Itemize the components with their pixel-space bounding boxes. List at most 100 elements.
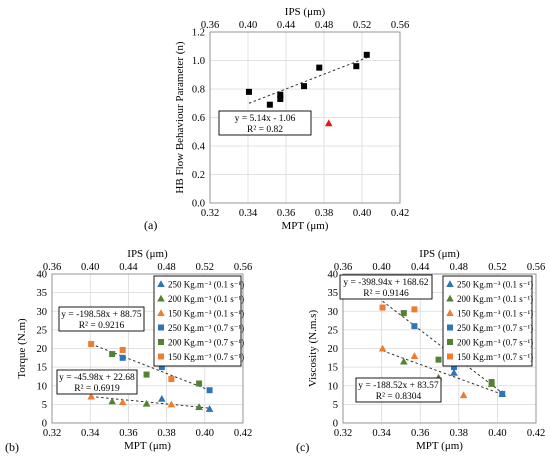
- regression-equation: y = 5.14x - 1.06: [235, 114, 296, 124]
- legend-entry: 200 Kg.m⁻³ (0.1 s⁻¹): [168, 294, 244, 304]
- series-5: [88, 341, 175, 383]
- annotation-box: [58, 306, 145, 332]
- x2-tick-label: 0.52: [196, 262, 214, 273]
- series-4: [109, 351, 203, 387]
- x2-tick-label: 0.56: [391, 20, 409, 31]
- data-point: [195, 403, 203, 410]
- legend-marker: [447, 353, 453, 360]
- y-tick-label: 20: [328, 344, 339, 355]
- data-point: [400, 310, 407, 317]
- y-axis-label: Torque (N.m): [16, 318, 28, 379]
- y-tick-label: 30: [37, 307, 48, 318]
- regression-equation: y = -198.58x + 88.75: [61, 310, 142, 320]
- data-point: [245, 88, 252, 95]
- x2-axis-label: IPS (μm): [419, 248, 460, 260]
- data-point: [108, 397, 116, 405]
- legend-marker: [446, 309, 454, 316]
- plot-frame: [209, 31, 401, 204]
- data-point: [118, 398, 127, 406]
- y-tick-label: 0.6: [192, 113, 205, 124]
- series-3: [119, 354, 213, 394]
- legend-entry: 150 Kg.m⁻³ (0.1 s⁻¹): [168, 309, 244, 319]
- data-point: [379, 304, 386, 311]
- r-squared-label: R² = 0.8304: [376, 392, 422, 402]
- trendline: [382, 350, 503, 395]
- x-axis-label: MPT (μm): [416, 440, 463, 452]
- data-point: [399, 357, 408, 365]
- series-0: [245, 51, 370, 108]
- annotation-box: [56, 369, 138, 395]
- data-point: [168, 376, 175, 383]
- x2-tick-label: 0.52: [353, 20, 371, 31]
- legend-entry: 250 Kg.m⁻³ (0.7 s⁻¹): [168, 323, 244, 333]
- x-tick-label: 0.34: [239, 208, 258, 219]
- x2-axis-label: IPS (μm): [285, 6, 326, 18]
- x-tick-label: 0.32: [43, 428, 61, 439]
- trendline: [248, 57, 367, 104]
- legend-entry: 200 Kg.m⁻³ (0.1 s⁻¹): [457, 294, 533, 304]
- y-tick-label: 0.4: [192, 142, 206, 153]
- x2-axis-label: IPS (μm): [127, 248, 168, 260]
- legend-marker: [447, 339, 453, 345]
- data-point: [143, 371, 150, 378]
- data-point: [266, 101, 273, 108]
- y-tick-label: 0.0: [192, 199, 205, 210]
- r-squared-label: R² = 0.9146: [363, 289, 409, 299]
- y-tick-label: 30: [328, 307, 339, 318]
- data-point: [119, 346, 126, 353]
- data-point: [363, 51, 370, 58]
- annotation-box: [355, 377, 442, 403]
- data-point: [450, 368, 458, 376]
- y-tick-label: 15: [37, 363, 48, 374]
- legend: 250 Kg.m⁻³ (0.1 s⁻¹) 200 Kg.m⁻³ (0.1 s⁻¹)…: [442, 275, 533, 367]
- chart-panel-c: 0 5 10 15 20 25 30 35 40 0.32 0.34 0.36 0.38 0.40 0.42…: [296, 248, 545, 454]
- x2-tick-label: 0.44: [411, 262, 430, 273]
- data-point: [353, 63, 360, 70]
- x-tick-label: 0.42: [527, 428, 545, 439]
- x-tick-label: 0.40: [353, 208, 371, 219]
- data-point: [488, 379, 495, 386]
- x2-tick-label: 0.36: [201, 20, 219, 31]
- data-point: [87, 392, 95, 400]
- legend-entry: 250 Kg.m⁻³ (0.7 s⁻¹): [457, 323, 533, 333]
- x-tick-label: 0.38: [450, 428, 468, 439]
- regression-equation: y = -188.52x + 83.57: [358, 381, 439, 391]
- x-tick-label: 0.42: [234, 428, 252, 439]
- x-tick-label: 0.40: [488, 428, 506, 439]
- chart-panel-a: 0.0 0.2 0.4 0.6 0.8 1.0 1.2 0.32 0.34 0.36 0.38 0.4…: [144, 6, 409, 232]
- x-tick-label: 0.36: [119, 428, 137, 439]
- y-tick-label: 1.2: [192, 28, 205, 39]
- data-point: [167, 400, 176, 408]
- data-point: [499, 390, 506, 397]
- data-point: [324, 119, 333, 127]
- legend-marker: [447, 324, 453, 331]
- y-tick-label: 10: [328, 381, 339, 392]
- legend-entry: 150 Kg.m⁻³ (0.7 s⁻¹): [457, 352, 533, 362]
- y-tick-label: 35: [328, 288, 339, 299]
- series-3: [411, 323, 506, 397]
- y-tick-label: 1.0: [192, 56, 205, 67]
- x2-tick-label: 0.56: [234, 262, 252, 273]
- regression-equation: y = -398.94x + 168.62: [343, 278, 428, 288]
- plot-frame: [51, 273, 244, 424]
- plot-frame: [342, 273, 537, 424]
- x-tick-label: 0.36: [411, 428, 429, 439]
- r-squared-label: R² = 0.6919: [74, 384, 120, 394]
- x2-tick-label: 0.48: [157, 262, 175, 273]
- data-point: [301, 83, 308, 90]
- data-point: [109, 351, 116, 358]
- y-tick-label: 40: [328, 270, 339, 281]
- legend-marker: [157, 280, 165, 287]
- legend: 250 Kg.m⁻³ (0.1 s⁻¹) 200 Kg.m⁻³ (0.1 s⁻¹)…: [153, 275, 244, 367]
- annotation-box: [339, 274, 433, 300]
- x-tick-label: 0.34: [372, 428, 391, 439]
- data-point: [88, 341, 95, 348]
- chart-panel-b: 0 5 10 15 20 25 30 35 40 0.32 0.34 0.36 0.38 0.40 0.42…: [5, 248, 252, 454]
- x2-tick-label: 0.36: [334, 262, 352, 273]
- data-point: [277, 91, 284, 98]
